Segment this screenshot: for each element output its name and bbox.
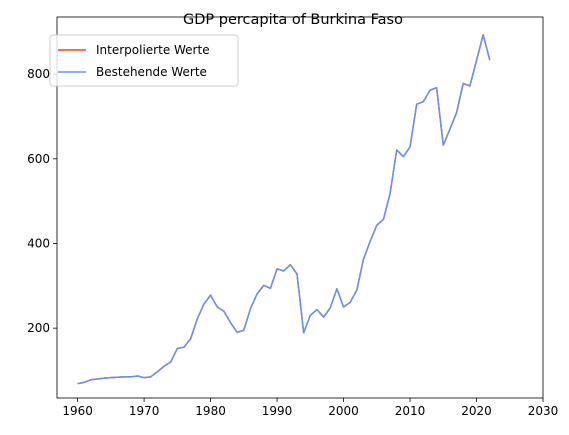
chart-title: GDP percapita of Burkina Faso <box>183 12 403 28</box>
y-axis: 200 400 600 800 <box>27 67 57 335</box>
y-tick-label: 200 <box>27 321 50 335</box>
y-tick-label: 400 <box>27 236 50 250</box>
x-tick-label: 1960 <box>62 404 93 418</box>
x-tick-label: 2000 <box>328 404 359 418</box>
legend: Interpolierte Werte Bestehende Werte <box>49 34 239 87</box>
x-tick-label: 1990 <box>262 404 293 418</box>
x-axis: 1960 1970 1980 1990 2000 2010 2020 2030 <box>62 398 558 418</box>
y-tick-label: 600 <box>27 152 50 166</box>
x-tick-label: 1970 <box>129 404 160 418</box>
plot-lines <box>77 34 491 385</box>
legend-label-interpolated: Interpolierte Werte <box>96 43 210 57</box>
x-tick-label: 2020 <box>461 404 492 418</box>
series-line-existing <box>77 34 491 385</box>
series-line-interpolated <box>77 34 491 385</box>
legend-label-existing: Bestehende Werte <box>96 65 207 79</box>
y-tick-label: 800 <box>27 67 50 81</box>
x-tick-label: 2010 <box>395 404 426 418</box>
x-tick-label: 2030 <box>528 404 559 418</box>
plot-frame <box>56 16 544 399</box>
x-tick-label: 1980 <box>195 404 226 418</box>
legend-box <box>49 34 239 87</box>
